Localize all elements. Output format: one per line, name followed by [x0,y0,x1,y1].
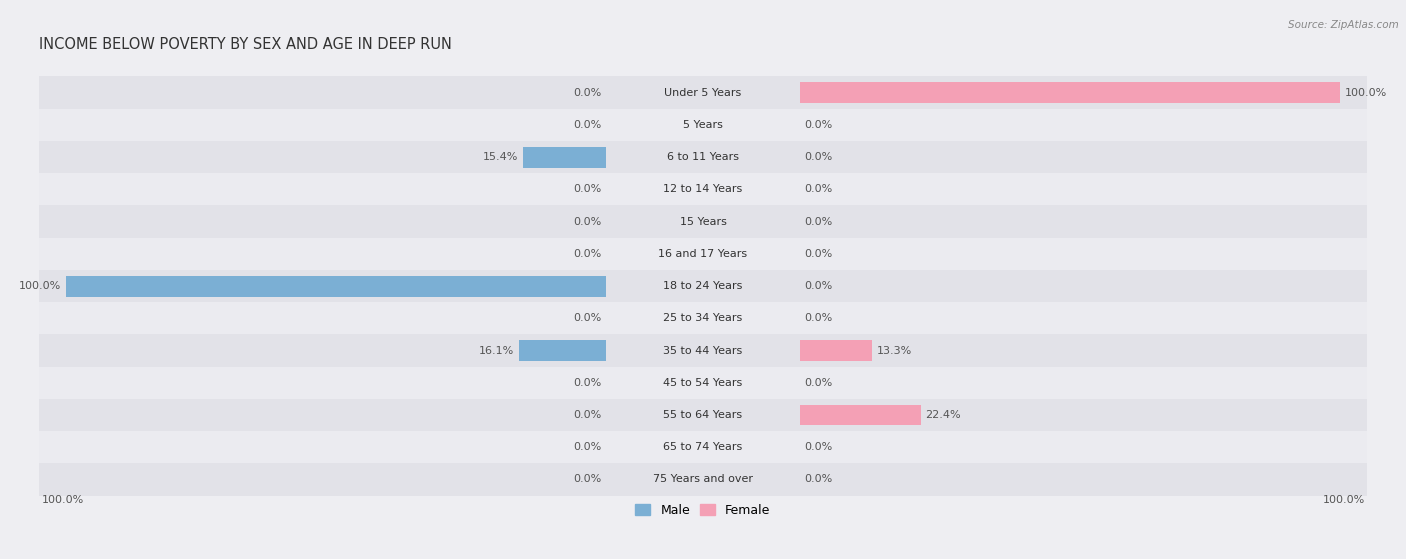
Text: 16.1%: 16.1% [479,345,515,356]
Text: 0.0%: 0.0% [574,120,602,130]
Bar [523,146,606,168]
Bar [38,399,1368,431]
Text: 0.0%: 0.0% [574,216,602,226]
Text: 5 Years: 5 Years [683,120,723,130]
Text: 15 Years: 15 Years [679,216,727,226]
Text: 16 and 17 Years: 16 and 17 Years [658,249,748,259]
Text: 0.0%: 0.0% [804,442,832,452]
Bar [38,463,1368,496]
Text: 12 to 14 Years: 12 to 14 Years [664,184,742,195]
Text: 100.0%: 100.0% [41,495,83,505]
Bar [38,173,1368,206]
Text: 0.0%: 0.0% [804,313,832,323]
Text: 45 to 54 Years: 45 to 54 Years [664,378,742,388]
Text: 35 to 44 Years: 35 to 44 Years [664,345,742,356]
Bar [38,334,1368,367]
Text: 0.0%: 0.0% [574,475,602,485]
Text: INCOME BELOW POVERTY BY SEX AND AGE IN DEEP RUN: INCOME BELOW POVERTY BY SEX AND AGE IN D… [38,37,451,53]
Bar [38,270,1368,302]
Text: 100.0%: 100.0% [1344,88,1386,98]
Text: 100.0%: 100.0% [20,281,62,291]
Bar [38,238,1368,270]
Bar [800,340,872,361]
Text: 75 Years and over: 75 Years and over [652,475,754,485]
Text: 0.0%: 0.0% [804,249,832,259]
Text: 22.4%: 22.4% [925,410,962,420]
Text: 0.0%: 0.0% [574,410,602,420]
Bar [38,431,1368,463]
Text: 0.0%: 0.0% [804,281,832,291]
Text: 0.0%: 0.0% [574,88,602,98]
Text: 6 to 11 Years: 6 to 11 Years [666,152,740,162]
Text: Source: ZipAtlas.com: Source: ZipAtlas.com [1288,20,1399,30]
Text: 25 to 34 Years: 25 to 34 Years [664,313,742,323]
Bar [66,276,606,296]
Bar [38,367,1368,399]
Text: 15.4%: 15.4% [482,152,519,162]
Text: 18 to 24 Years: 18 to 24 Years [664,281,742,291]
Bar [800,405,921,425]
Legend: Male, Female: Male, Female [630,499,776,522]
Text: 0.0%: 0.0% [574,442,602,452]
Bar [38,77,1368,108]
Text: 0.0%: 0.0% [804,475,832,485]
Bar [38,206,1368,238]
Text: 0.0%: 0.0% [804,152,832,162]
Text: 0.0%: 0.0% [804,120,832,130]
Bar [519,340,606,361]
Text: Under 5 Years: Under 5 Years [665,88,741,98]
Bar [38,108,1368,141]
Text: 100.0%: 100.0% [1323,495,1365,505]
Text: 55 to 64 Years: 55 to 64 Years [664,410,742,420]
Bar [800,82,1340,103]
Text: 0.0%: 0.0% [574,184,602,195]
Text: 65 to 74 Years: 65 to 74 Years [664,442,742,452]
Text: 0.0%: 0.0% [574,378,602,388]
Text: 0.0%: 0.0% [804,184,832,195]
Text: 0.0%: 0.0% [574,313,602,323]
Bar [38,302,1368,334]
Text: 0.0%: 0.0% [804,378,832,388]
Text: 13.3%: 13.3% [876,345,911,356]
Text: 0.0%: 0.0% [804,216,832,226]
Bar [38,141,1368,173]
Text: 0.0%: 0.0% [574,249,602,259]
